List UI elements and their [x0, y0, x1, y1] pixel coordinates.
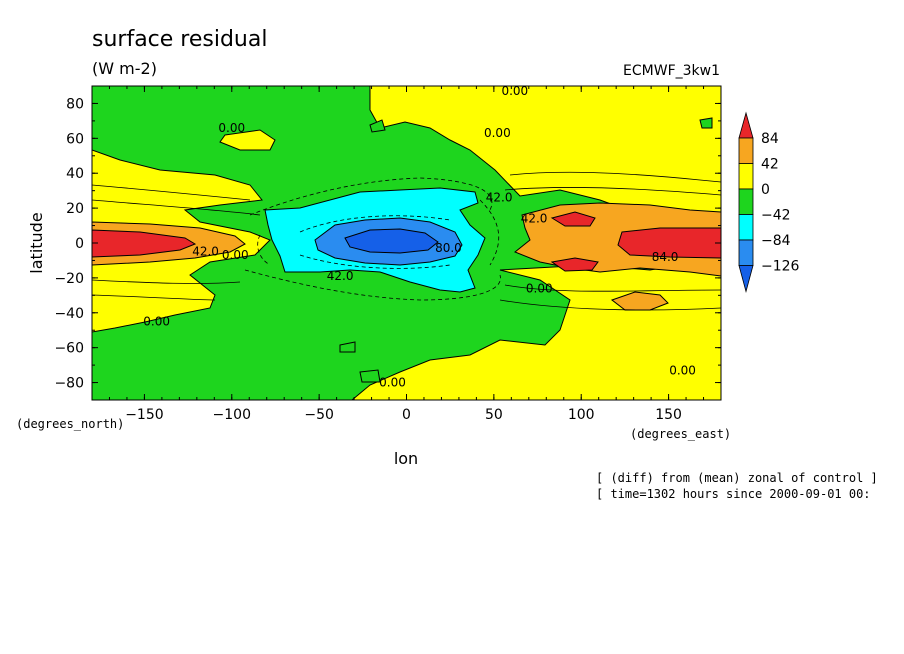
contour-label: 0.00 — [222, 248, 249, 262]
y-tick-label: −20 — [54, 271, 84, 287]
y-tick-label: −60 — [54, 341, 84, 357]
y-tick-label: 0 — [75, 236, 84, 252]
colorbar-swatch — [738, 163, 754, 190]
contour-label: 84.0 — [652, 250, 679, 264]
contour-label: 0.00 — [484, 126, 511, 140]
contour-label: 42.0 — [192, 245, 219, 259]
contour-label: 0.00 — [526, 281, 553, 295]
y-unit-label: (degrees_north) — [16, 417, 124, 431]
contour-label: 0.00 — [143, 315, 170, 329]
x-tick-label: 150 — [655, 407, 682, 423]
x-tick-label: −100 — [213, 407, 251, 423]
y-axis: 80 60 40 20 0 −20 −40 −60 −80 — [54, 85, 721, 401]
colorbar-label: −84 — [761, 233, 791, 249]
y-tick-label: 20 — [66, 201, 84, 217]
contour-label: 42.0 — [327, 269, 354, 283]
field-islands — [339, 117, 713, 383]
colorbar-swatch — [738, 188, 754, 215]
chart-title: surface residual — [92, 27, 267, 52]
y-tick-label: 60 — [66, 131, 84, 147]
contour-label: 0.00 — [379, 376, 406, 390]
field-band-red-blob-south — [550, 257, 599, 272]
x-unit-label: (degrees_east) — [630, 427, 731, 441]
field-band-red-west — [92, 229, 197, 258]
x-tick-label: −50 — [304, 407, 334, 423]
contour-label: 42.0 — [521, 212, 548, 226]
contour-label: 0.00 — [501, 84, 528, 98]
negative-contour-lines — [244, 177, 501, 301]
y-tick-label: 80 — [66, 96, 84, 112]
colorbar-arrow-top — [738, 111, 754, 139]
colorbar-label: 84 — [761, 131, 779, 147]
field-band-red-east — [617, 227, 721, 259]
x-axis: −150 −100 −50 0 50 100 150 — [108, 86, 705, 423]
x-tick-label: 50 — [485, 407, 503, 423]
field-band-red-blob-north — [550, 211, 596, 227]
field-band-yellow-nw-fleck — [219, 129, 276, 151]
x-tick-label: 0 — [402, 407, 411, 423]
contour-lines — [92, 171, 721, 311]
field-layer — [92, 86, 721, 400]
model-label: ECMWF_3kw1 — [623, 63, 720, 79]
y-tick-label: 40 — [66, 166, 84, 182]
y-axis-label: latitude — [27, 212, 46, 273]
colorbar-swatch — [738, 137, 754, 164]
footnote-line-1: [ (diff) from (mean) zonal of control ] — [596, 471, 878, 485]
field-band-darkblue — [344, 228, 439, 254]
x-tick-label: −150 — [125, 407, 163, 423]
colorbar-label: −126 — [761, 259, 800, 275]
chart-subtitle: (W m-2) — [92, 59, 157, 78]
colorbar-arrow-bottom — [738, 265, 754, 294]
colorbar-label: 0 — [761, 182, 770, 198]
contour-label: 42.0 — [486, 191, 513, 205]
colorbar-swatch — [738, 214, 754, 241]
colorbar-label: 42 — [761, 157, 779, 173]
contour-label: 0.00 — [218, 121, 245, 135]
x-axis-label: lon — [394, 449, 418, 468]
contour-label: 0.00 — [669, 363, 696, 377]
colorbar: 84 42 0 −42 −84 −126 — [738, 111, 800, 294]
footnote-line-2: [ time=1302 hours since 2000-09-01 00: — [596, 487, 871, 501]
colorbar-swatch — [738, 239, 754, 266]
x-tick-label: 100 — [568, 407, 595, 423]
contour-label: 80.0 — [435, 241, 462, 255]
y-tick-label: −80 — [54, 376, 84, 392]
y-tick-label: −40 — [54, 306, 84, 322]
colorbar-label: −42 — [761, 208, 791, 224]
